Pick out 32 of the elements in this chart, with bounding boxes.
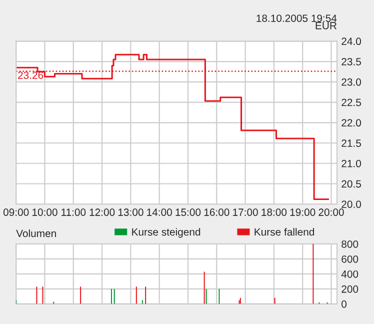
y-axis-title: Volumen xyxy=(16,229,56,238)
y-tick-label: 22.5 xyxy=(342,98,361,106)
y-tick-label: 22.0 xyxy=(342,119,362,127)
y-tick-label: 20.0 xyxy=(342,200,362,208)
x-tick-label: 11:00 xyxy=(62,208,86,216)
y-tick-label: 0 xyxy=(342,300,347,308)
x-tick-label: 14:00 xyxy=(147,208,172,216)
y-axis-title: EUR xyxy=(316,22,336,30)
ref-line-label: 23.26 xyxy=(18,72,44,79)
y-tick-label: 21.5 xyxy=(342,140,361,147)
y-tick-label: 23.5 xyxy=(342,58,361,66)
y-tick-label: 24.0 xyxy=(342,38,362,46)
y-tick-label: 600 xyxy=(342,255,358,263)
y-tick-label: 400 xyxy=(341,270,358,278)
x-tick-label: 13:00 xyxy=(118,208,144,216)
y-tick-label: 200 xyxy=(342,285,358,293)
legend-label: Kurse steigend xyxy=(132,228,200,238)
x-tick-label: 17:00 xyxy=(233,208,258,216)
x-tick-label: 09:00 xyxy=(3,208,29,216)
x-tick-label: 19:00 xyxy=(290,208,316,216)
x-tick-label: 15:00 xyxy=(176,208,201,216)
x-tick-label: 20:00 xyxy=(318,208,344,216)
chart-title: 18.10.2005 19:54 xyxy=(256,14,337,22)
x-tick-label: 10:00 xyxy=(32,208,58,216)
legend-label: Kurse fallend xyxy=(254,228,314,236)
y-tick-label: 20.5 xyxy=(342,180,361,188)
x-tick-label: 12:00 xyxy=(90,208,115,216)
x-tick-label: 16:00 xyxy=(204,208,230,216)
y-tick-label: 800 xyxy=(342,240,358,248)
y-tick-label: 21.0 xyxy=(342,160,362,168)
y-tick-label: 23.0 xyxy=(342,78,362,86)
x-tick-label: 18:00 xyxy=(262,208,287,216)
